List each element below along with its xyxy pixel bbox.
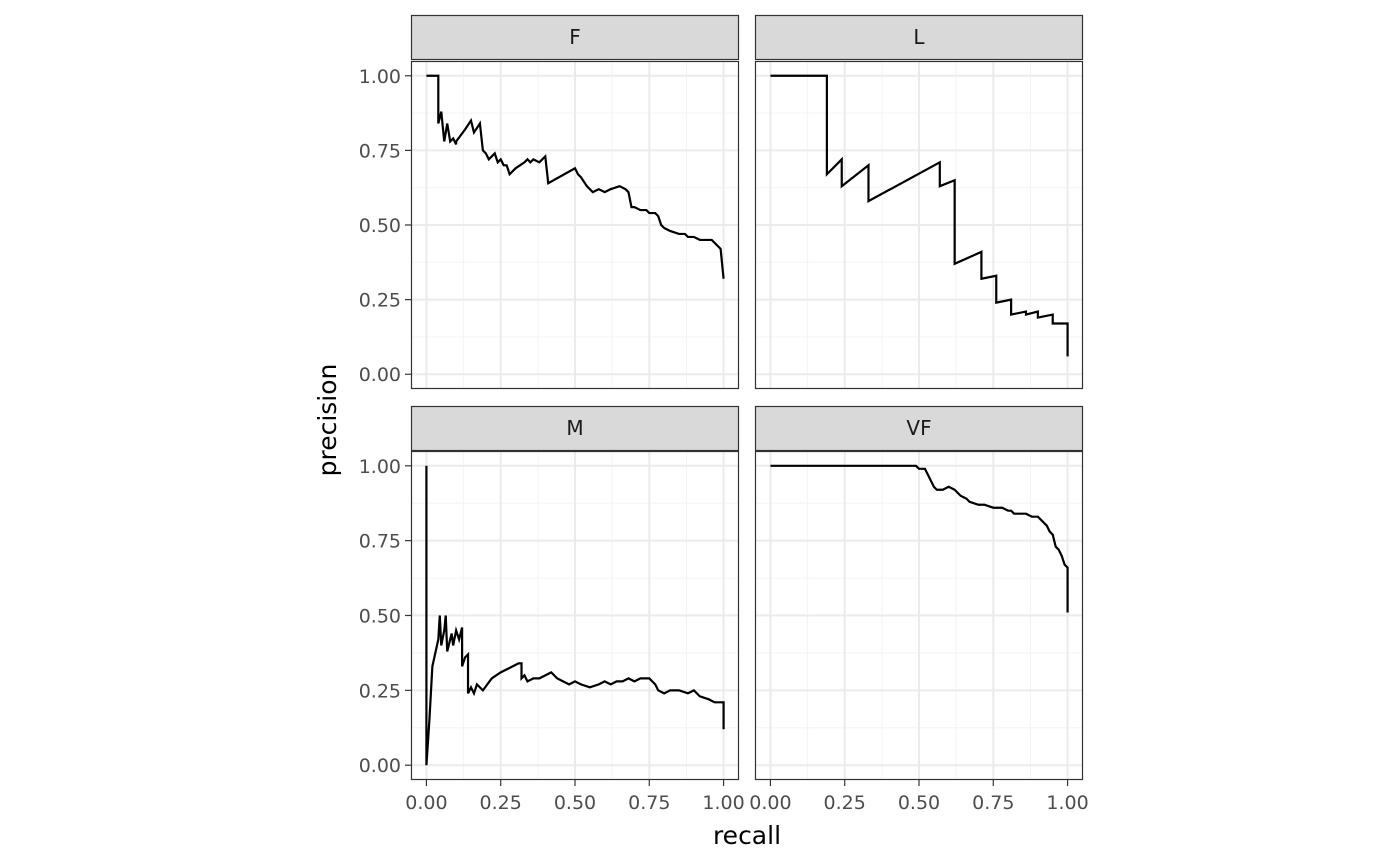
y-tick-label: 0.25 [359,680,401,702]
y-tick-label: 0.75 [359,140,401,162]
pr-curve-f [426,74,725,279]
x-tick-label: 1.00 [702,792,744,814]
facet-panel-vf: VF [754,405,1084,781]
panel-border [754,60,1084,390]
panel-border [410,60,740,390]
x-tick-label: 0.25 [480,792,522,814]
y-tick-label: 0.50 [359,606,401,628]
facet-panel-m: M [410,405,740,781]
x-tick-label: 0.50 [554,792,596,814]
y-tick-label: 0.00 [359,364,401,386]
facet-strip-label: F [569,25,581,49]
facet-panel-l: L [754,14,1084,390]
x-tick-label: 0.50 [898,792,940,814]
panels: F L M VF [410,14,1084,781]
x-tick-label: 0.00 [749,792,791,814]
x-axis-title: recall [713,821,781,850]
pr-curve-m [425,465,725,766]
y-tick-label: 1.00 [359,66,401,88]
y-axis-title: precision [313,364,342,477]
pr-curve-l [770,74,1069,357]
y-tick-label: 0.25 [359,290,401,312]
panel-border [754,450,1084,781]
x-tick-label: 0.75 [972,792,1014,814]
y-tick-label: 0.75 [359,531,401,553]
axes: 0.000.250.500.751.000.000.250.500.751.00… [359,66,1089,814]
y-tick-label: 0.00 [359,755,401,777]
x-tick-label: 0.25 [824,792,866,814]
facet-strip-label: VF [906,416,931,440]
facet-strip [754,14,1084,61]
x-tick-label: 0.75 [628,792,670,814]
facet-strip-label: L [913,25,925,49]
x-tick-label: 0.00 [405,792,447,814]
panel-border [410,450,740,781]
x-tick-label: 1.00 [1046,792,1088,814]
facet-strip [754,405,1084,452]
y-tick-label: 1.00 [359,456,401,478]
facet-strip-label: M [566,416,583,440]
y-tick-label: 0.50 [359,215,401,237]
facet-panel-f: F [410,14,740,390]
pr-curve-vf [770,464,1069,613]
facet-strip [410,14,740,61]
facet-strip [410,405,740,452]
